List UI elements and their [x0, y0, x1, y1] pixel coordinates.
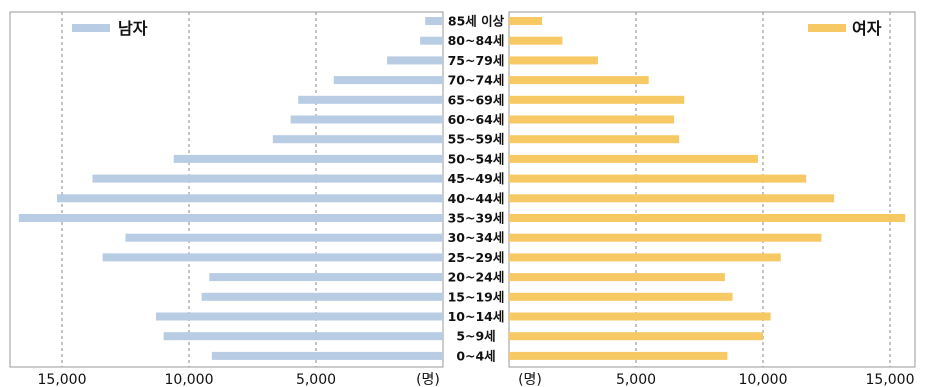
left-plot-frame — [9, 11, 444, 368]
male-bar — [420, 36, 443, 45]
female-bar — [509, 154, 758, 163]
x-tick-label-right: 15,000 — [866, 372, 915, 387]
female-bar — [509, 214, 906, 222]
female-bar — [509, 253, 781, 262]
female-bar — [509, 95, 685, 104]
male-bar — [425, 17, 443, 25]
x-tick-label-left: 15,000 — [38, 372, 87, 387]
x-tick-label-left: 5,000 — [296, 372, 336, 387]
legend-swatch-male — [72, 24, 110, 32]
age-group-label: 30~34세 — [448, 230, 505, 245]
age-group-label: 60~64세 — [448, 112, 505, 127]
male-bar — [163, 332, 443, 341]
female-bar — [509, 312, 771, 321]
female-bar — [509, 273, 725, 282]
x-tick-label-left: 10,000 — [165, 372, 214, 387]
male-bar — [201, 292, 443, 301]
age-group-label: 25~29세 — [448, 250, 505, 265]
x-tick-label-right: 5,000 — [616, 372, 656, 387]
female-bar — [509, 36, 563, 45]
age-group-label: 80~84세 — [448, 33, 505, 48]
male-bar — [272, 135, 443, 144]
male-bar — [102, 253, 443, 262]
male-bar — [209, 273, 443, 282]
female-bar — [509, 115, 675, 124]
female-bar — [509, 351, 728, 360]
age-group-label: 85세 이상 — [448, 14, 505, 29]
age-group-label: 65~69세 — [448, 92, 505, 107]
right-plot-frame — [508, 11, 916, 368]
unit-label-left: (명) — [416, 372, 440, 387]
age-group-label: 55~59세 — [448, 132, 505, 147]
male-bar — [92, 174, 443, 183]
female-bar — [509, 233, 822, 242]
x-tick-label-right: 10,000 — [739, 372, 788, 387]
male-bar — [298, 95, 443, 104]
age-group-label: 0~4세 — [456, 348, 495, 363]
male-bar — [333, 76, 443, 85]
age-group-label: 10~14세 — [448, 309, 505, 324]
male-bar — [173, 154, 443, 163]
female-bar — [509, 194, 835, 203]
age-group-label: 40~44세 — [448, 191, 505, 206]
male-bar — [387, 56, 443, 65]
female-bar — [509, 292, 733, 301]
female-bar — [509, 174, 807, 183]
male-bar — [56, 194, 444, 203]
male-bar — [18, 214, 443, 222]
female-bar — [509, 17, 543, 25]
male-bar — [211, 351, 443, 360]
female-bar — [509, 135, 680, 144]
age-group-label: 35~39세 — [448, 211, 505, 226]
female-bar — [509, 76, 649, 85]
age-group-label: 75~79세 — [448, 53, 505, 68]
female-bar — [509, 332, 763, 341]
age-group-label: 70~74세 — [448, 73, 505, 88]
age-group-label: 5~9세 — [456, 329, 495, 344]
age-group-label: 50~54세 — [448, 151, 505, 166]
unit-label-right: (명) — [518, 372, 542, 387]
legend-swatch-female — [808, 24, 846, 32]
female-bar — [509, 56, 598, 65]
age-group-label: 45~49세 — [448, 171, 505, 186]
male-bar — [125, 233, 443, 242]
legend-label-female: 여자 — [852, 19, 882, 38]
legend-label-male: 남자 — [118, 19, 148, 38]
male-bar — [290, 115, 443, 124]
male-bar — [155, 312, 444, 321]
age-group-label: 20~24세 — [448, 270, 505, 285]
age-group-label: 15~19세 — [448, 289, 505, 304]
